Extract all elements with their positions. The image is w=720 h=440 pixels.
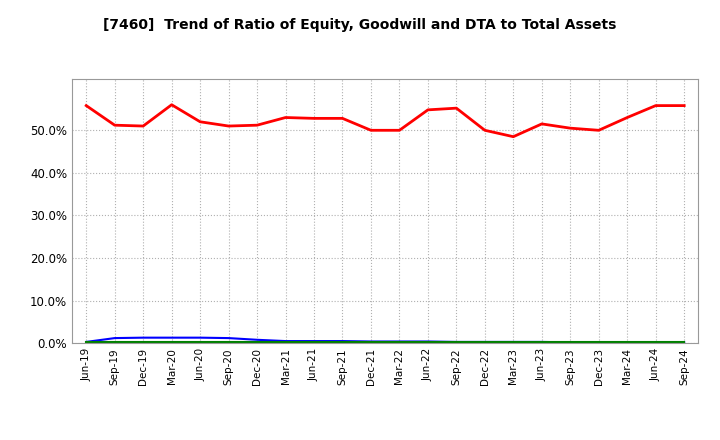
Equity [196,119,204,125]
Equity [452,106,461,111]
Equity [652,103,660,108]
Goodwill [509,339,518,345]
Goodwill [652,340,660,345]
Goodwill [423,339,432,344]
Deferred Tax Assets [595,339,603,345]
Equity [310,116,318,121]
Equity [537,121,546,127]
Equity [110,123,119,128]
Deferred Tax Assets [110,339,119,345]
Goodwill [537,339,546,345]
Equity [82,103,91,108]
Deferred Tax Assets [310,339,318,345]
Goodwill [110,335,119,341]
Goodwill [338,338,347,344]
Deferred Tax Assets [196,339,204,345]
Deferred Tax Assets [652,339,660,345]
Deferred Tax Assets [366,339,375,345]
Goodwill [310,338,318,344]
Equity [680,103,688,108]
Equity [282,115,290,120]
Deferred Tax Assets [167,339,176,345]
Deferred Tax Assets [282,339,290,345]
Deferred Tax Assets [623,339,631,345]
Deferred Tax Assets [338,339,347,345]
Equity [167,102,176,107]
Goodwill [139,335,148,340]
Goodwill [566,340,575,345]
Text: [7460]  Trend of Ratio of Equity, Goodwill and DTA to Total Assets: [7460] Trend of Ratio of Equity, Goodwil… [103,18,617,32]
Equity [623,115,631,120]
Deferred Tax Assets [423,339,432,345]
Deferred Tax Assets [395,339,404,345]
Line: Goodwill: Goodwill [86,337,684,342]
Goodwill [196,335,204,340]
Deferred Tax Assets [139,339,148,345]
Goodwill [82,339,91,345]
Equity [338,116,347,121]
Deferred Tax Assets [225,339,233,345]
Equity [566,125,575,131]
Goodwill [253,337,261,342]
Goodwill [167,335,176,340]
Deferred Tax Assets [509,339,518,345]
Goodwill [595,340,603,345]
Goodwill [452,339,461,345]
Equity [480,128,489,133]
Equity [595,128,603,133]
Goodwill [366,339,375,344]
Equity [366,128,375,133]
Deferred Tax Assets [82,339,91,345]
Line: Equity: Equity [86,105,684,137]
Equity [139,123,148,128]
Equity [423,107,432,113]
Equity [225,123,233,128]
Goodwill [680,340,688,345]
Goodwill [395,339,404,344]
Equity [509,134,518,139]
Goodwill [623,340,631,345]
Goodwill [282,338,290,344]
Deferred Tax Assets [566,339,575,345]
Deferred Tax Assets [537,339,546,345]
Deferred Tax Assets [452,339,461,345]
Deferred Tax Assets [480,339,489,345]
Equity [395,128,404,133]
Deferred Tax Assets [680,339,688,345]
Goodwill [480,339,489,345]
Equity [253,123,261,128]
Deferred Tax Assets [253,339,261,345]
Goodwill [225,335,233,341]
